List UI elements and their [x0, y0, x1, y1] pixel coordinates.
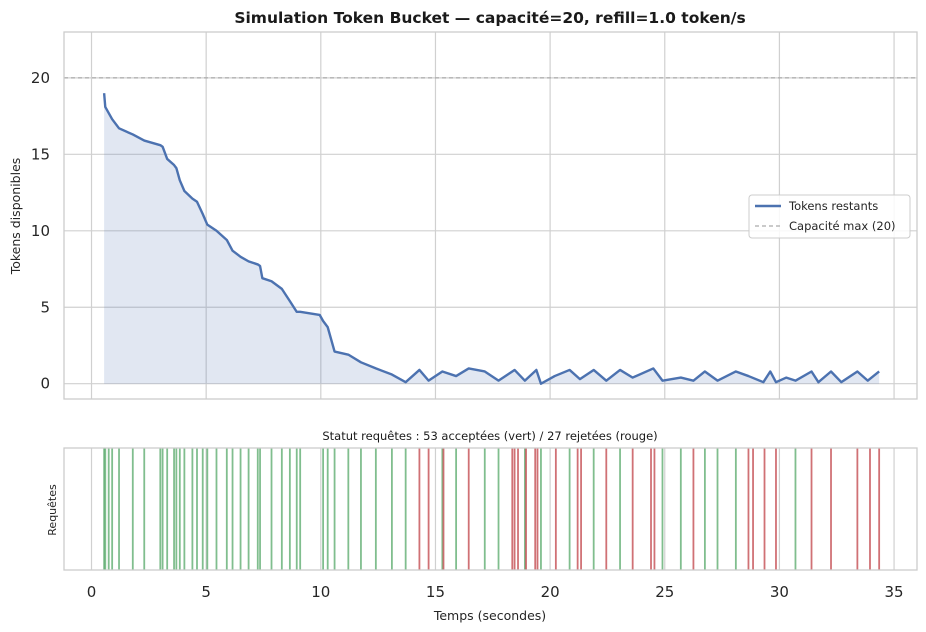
- status-chart-x-ticks: 0 5 10 15 20 25 30 35: [87, 583, 904, 601]
- main-y-tick-15: 15: [31, 145, 50, 163]
- status-chart-events: [103, 448, 881, 570]
- status-x-tick-5: 5: [201, 583, 211, 601]
- status-x-tick-15: 15: [426, 583, 445, 601]
- main-chart-title: Simulation Token Bucket — capacité=20, r…: [234, 9, 745, 27]
- status-x-tick-25: 25: [655, 583, 674, 601]
- status-chart-y-label: Requêtes: [46, 484, 59, 536]
- status-x-tick-0: 0: [87, 583, 97, 601]
- status-x-tick-20: 20: [541, 583, 560, 601]
- status-chart-title: Statut requêtes : 53 acceptées (vert) / …: [322, 429, 657, 443]
- main-chart-grid: [64, 32, 917, 399]
- status-x-tick-30: 30: [770, 583, 789, 601]
- tokens-line: [102, 93, 880, 385]
- status-x-tick-35: 35: [885, 583, 904, 601]
- legend-label-tokens: Tokens restants: [788, 199, 878, 213]
- main-chart-y-ticks: 0 5 10 15 20: [31, 69, 50, 393]
- status-chart-grid: [90, 448, 895, 570]
- status-x-tick-10: 10: [311, 583, 330, 601]
- main-y-tick-0: 0: [40, 375, 50, 393]
- main-y-tick-5: 5: [40, 298, 50, 316]
- main-chart-area: [102, 93, 880, 385]
- legend-box: [748, 194, 911, 239]
- main-chart-y-label: Tokens disponibles: [8, 158, 23, 276]
- status-chart-frame: [63, 447, 918, 571]
- legend-label-capacity: Capacité max (20): [789, 219, 896, 233]
- main-y-tick-10: 10: [31, 222, 50, 240]
- tokens-area-fill: [104, 93, 880, 384]
- main-chart-legend: Tokens restants Capacité max (20): [748, 194, 911, 239]
- main-chart-frame: [63, 31, 918, 400]
- main-y-tick-20: 20: [31, 69, 50, 87]
- status-chart-x-label: Temps (secondes): [433, 608, 546, 623]
